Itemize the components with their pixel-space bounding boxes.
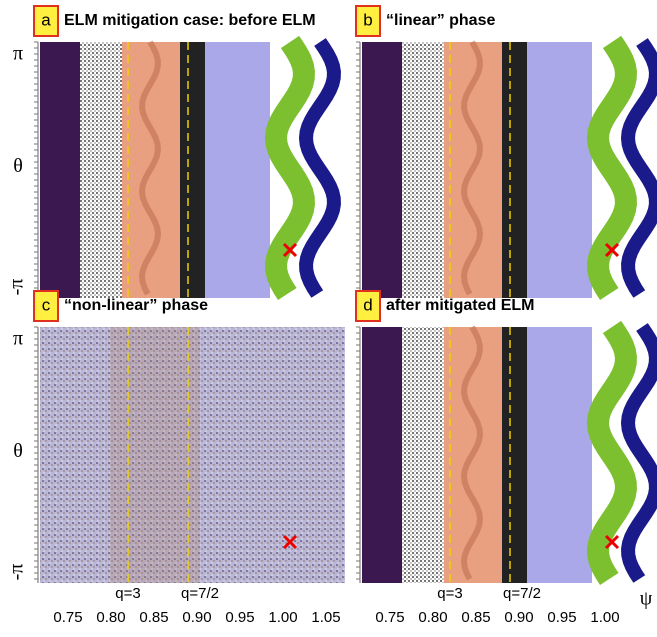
- panel-letter: b: [363, 10, 372, 29]
- plot-band: [502, 327, 527, 583]
- plot-structure: [586, 35, 637, 300]
- plot-band: [362, 42, 402, 298]
- x-tick-label: 0.90: [504, 609, 533, 626]
- panel-letter: c: [42, 295, 51, 314]
- plot-band: [80, 42, 122, 298]
- y-bottom-label: -π: [6, 564, 28, 581]
- q-label: q=3: [437, 585, 462, 602]
- panel-title: “linear” phase: [386, 12, 495, 29]
- x-point: [604, 534, 620, 550]
- panel-letter-box: [355, 290, 381, 322]
- panel-letter-box: [33, 5, 59, 37]
- panel-title: ELM mitigation case: before ELM: [64, 12, 316, 29]
- x-point: [282, 534, 298, 550]
- x-tick-label: 1.00: [268, 609, 297, 626]
- panel: b “linear” phase: [355, 5, 657, 300]
- plot-structure: [298, 38, 341, 298]
- plot-structure: [586, 320, 637, 585]
- plot-structure: [138, 40, 162, 296]
- plot-band: [180, 42, 205, 298]
- panel-letter-box: [355, 5, 381, 37]
- x-tick-label: 0.85: [139, 609, 168, 626]
- panel-letter: d: [363, 295, 372, 314]
- y-top-label: π: [13, 43, 23, 65]
- plot-band: [502, 42, 527, 298]
- x-tick-label: 0.75: [53, 609, 82, 626]
- y-axis-label: θ: [13, 440, 23, 462]
- plot-band: [40, 42, 80, 298]
- panel: d after mitigated ELM: [355, 290, 657, 585]
- y-top-label: π: [13, 328, 23, 350]
- panel-letter: a: [41, 10, 51, 29]
- x-axis-label: ψ: [640, 588, 653, 610]
- y-bottom-label: -π: [6, 279, 28, 296]
- panel-title: after mitigated ELM: [386, 297, 534, 314]
- x-tick-label: 0.75: [375, 609, 404, 626]
- plot-structure: [460, 325, 484, 581]
- plot-structure: [620, 38, 657, 298]
- x-tick-label: 0.95: [225, 609, 254, 626]
- x-tick-label: 0.90: [182, 609, 211, 626]
- y-axis-label: θ: [13, 155, 23, 177]
- plot-band: [527, 42, 592, 298]
- plot-band: [205, 42, 270, 298]
- q-label: q=7/2: [503, 585, 541, 602]
- panel-title: “non-linear” phase: [64, 297, 208, 314]
- q-label: q=3: [115, 585, 140, 602]
- x-tick-label: 1.05: [311, 609, 340, 626]
- plot-haze: [110, 327, 200, 583]
- panel-letter-box: [33, 290, 59, 322]
- panel: a ELM mitigation case: before ELM: [33, 5, 345, 300]
- x-tick-label: 0.80: [418, 609, 447, 626]
- plot-band: [362, 327, 402, 583]
- x-point: [604, 242, 620, 258]
- plot-band: [527, 327, 592, 583]
- poincare-plot: [40, 327, 345, 583]
- x-tick-label: 1.00: [590, 609, 619, 626]
- x-tick-label: 0.85: [461, 609, 490, 626]
- plot-structure: [620, 323, 657, 583]
- plot-band: [402, 42, 444, 298]
- panel: c “non-linear” phase: [33, 290, 345, 583]
- plot-band: [402, 327, 444, 583]
- x-point: [282, 242, 298, 258]
- x-tick-label: 0.80: [96, 609, 125, 626]
- q-label: q=7/2: [181, 585, 219, 602]
- x-tick-label: 0.95: [547, 609, 576, 626]
- plot-structure: [264, 35, 315, 300]
- plot-structure: [460, 40, 484, 296]
